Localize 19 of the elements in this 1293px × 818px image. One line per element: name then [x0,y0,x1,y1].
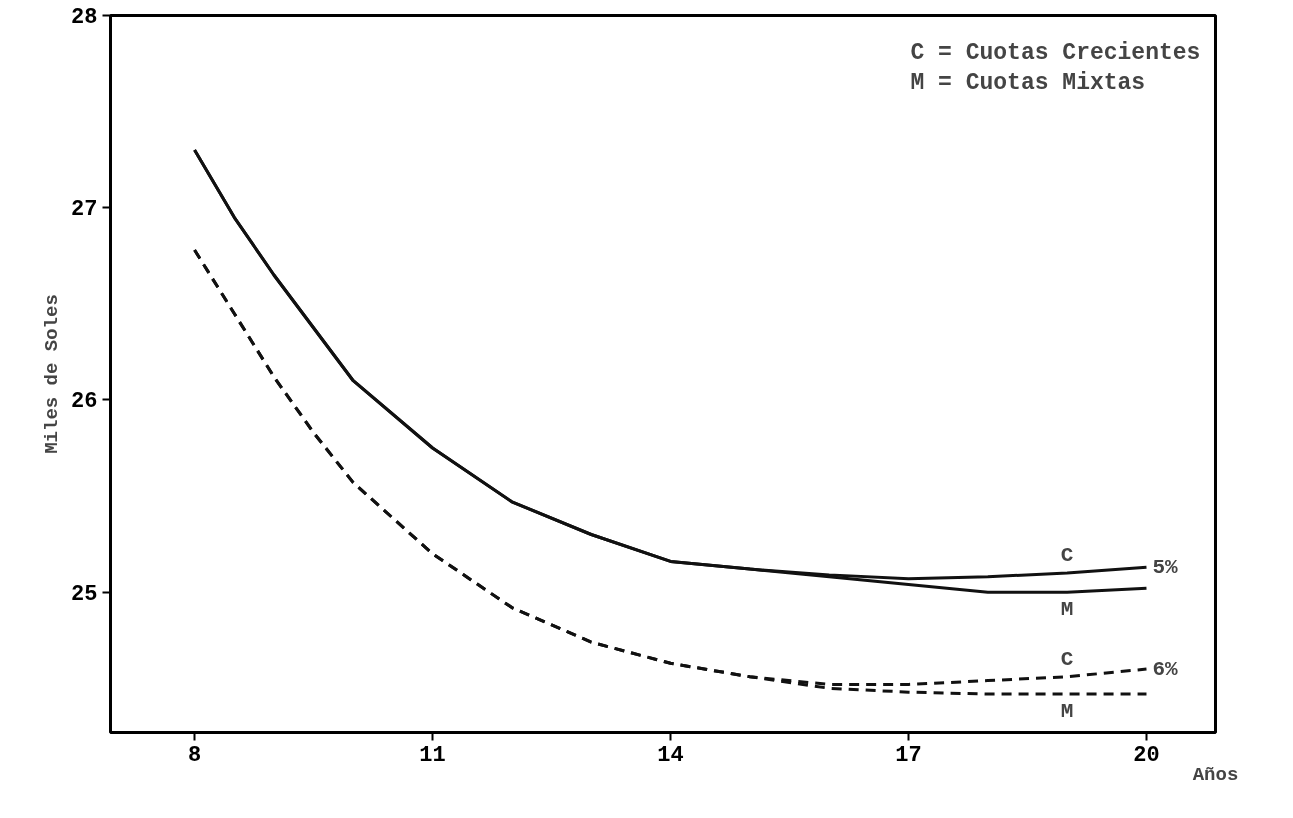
y-tick-label: 27 [71,197,98,223]
x-tick-label: 20 [1133,742,1160,768]
x-tick-label: 8 [187,742,202,768]
y-tick-label: 25 [71,581,98,607]
y-tick-label: 26 [71,389,98,415]
series-label: M [1060,598,1074,622]
x-axis-title: Años [1192,763,1239,786]
annotation: 5% [1152,555,1179,579]
series-label: M [1060,700,1074,724]
annotation: M = Cuotas Mixtas [910,69,1146,96]
x-tick-label: 17 [895,742,922,768]
series-label: C [1060,647,1074,671]
y-tick-label: 28 [71,5,98,30]
x-tick-label: 11 [419,742,446,768]
series-label: C [1060,543,1074,567]
annotation: C = Cuotas Crecientes [910,39,1201,66]
annotation: 6% [1152,657,1179,681]
y-axis-title: Miles de Soles [41,294,64,454]
x-tick-label: 14 [657,742,684,768]
